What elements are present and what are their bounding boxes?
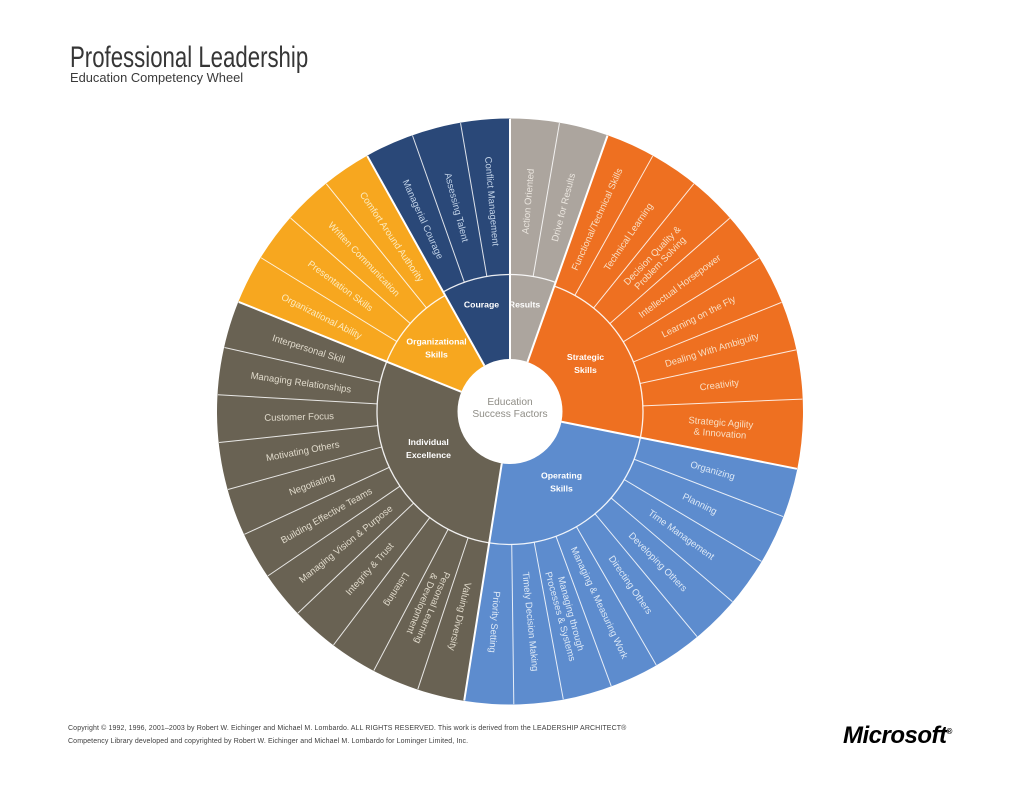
svg-text:Strategic: Strategic — [567, 352, 604, 362]
svg-text:Individual: Individual — [408, 437, 449, 447]
svg-text:Skills: Skills — [425, 350, 448, 360]
svg-text:Skills: Skills — [550, 484, 573, 494]
svg-text:Courage: Courage — [464, 300, 499, 310]
svg-text:Strategic Agility: Strategic Agility — [688, 415, 754, 431]
svg-text:Skills: Skills — [574, 365, 597, 375]
svg-text:Organizational: Organizational — [406, 337, 466, 347]
svg-text:Priority Setting: Priority Setting — [486, 591, 501, 653]
svg-text:Excellence: Excellence — [406, 450, 451, 460]
svg-text:Customer Focus: Customer Focus — [264, 411, 334, 424]
svg-text:Education: Education — [487, 397, 532, 408]
svg-text:Success Factors: Success Factors — [472, 409, 547, 420]
svg-text:Results: Results — [509, 300, 541, 310]
svg-text:Operating: Operating — [541, 471, 582, 481]
svg-text:Creativity: Creativity — [699, 378, 740, 394]
svg-text:& Innovation: & Innovation — [693, 427, 747, 442]
